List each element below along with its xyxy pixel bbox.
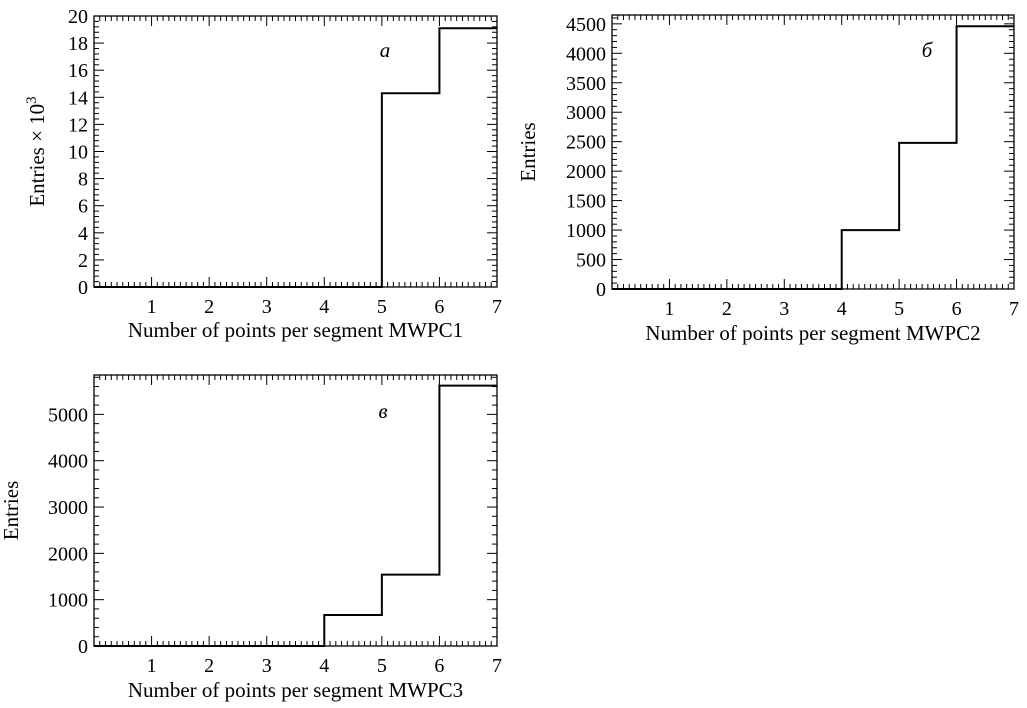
plot-frame bbox=[93, 374, 498, 647]
x-tick-label: 5 bbox=[377, 655, 387, 677]
x-axis-title: Number of points per segment MWPC2 bbox=[645, 321, 980, 345]
x-tick-label: 2 bbox=[204, 296, 214, 318]
x-axis-title: Number of points per segment MWPC3 bbox=[128, 678, 463, 702]
y-tick-label: 0 bbox=[78, 636, 88, 658]
y-tick-label: 3500 bbox=[566, 73, 606, 95]
x-tick-label: 1 bbox=[147, 655, 157, 677]
y-tick-label: 0 bbox=[78, 277, 88, 299]
y-axis-title: Entries × 103 bbox=[24, 96, 49, 206]
y-tick-label: 3000 bbox=[566, 102, 606, 124]
x-tick-label: 3 bbox=[779, 298, 789, 320]
panel-3: 1 2 3 4 5 6 7 0 1000 2000 3000 4000 5000 Number of po… bbox=[0, 374, 502, 702]
x-tick-label: 7 bbox=[1009, 298, 1019, 320]
y-axis-title-exponent: 3 bbox=[24, 96, 40, 104]
histogram-line bbox=[612, 25, 1014, 290]
y-tick-label: 1000 bbox=[566, 220, 606, 242]
y-tick-label: 2 bbox=[78, 250, 88, 272]
y-tick-label: 18 bbox=[68, 33, 88, 55]
histogram-bin bbox=[842, 230, 899, 289]
y-tick-label: 2000 bbox=[566, 161, 606, 183]
histogram-line bbox=[94, 384, 497, 647]
y-tick-label: 8 bbox=[78, 169, 88, 191]
y-tick-label: 4000 bbox=[566, 43, 606, 65]
x-tick-label: 4 bbox=[837, 298, 847, 320]
y-tick-label: 10 bbox=[68, 142, 88, 164]
x-tick-label: 4 bbox=[319, 655, 329, 677]
x-tick-label: 3 bbox=[262, 655, 272, 677]
histogram-bin bbox=[957, 26, 1014, 289]
y-tick-label: 500 bbox=[576, 250, 606, 272]
plot-frame bbox=[93, 15, 498, 288]
x-tick-label: 4 bbox=[319, 296, 329, 318]
x-tick-label: 7 bbox=[492, 655, 502, 677]
panel-label: б bbox=[922, 38, 934, 62]
panel-2: 1 2 3 4 5 6 7 0 500 1000 1500 2000 2500 3000 3500 4000 4… bbox=[516, 14, 1019, 345]
panel-label: a bbox=[380, 38, 391, 62]
y-tick-label: 3000 bbox=[48, 497, 88, 519]
y-tick-label: 2000 bbox=[48, 543, 88, 565]
x-tick-label: 6 bbox=[952, 298, 962, 320]
y-tick-label: 5000 bbox=[48, 404, 88, 426]
histogram-bin bbox=[439, 386, 497, 646]
y-axis-title: Entries bbox=[516, 122, 540, 181]
y-tick-label: 0 bbox=[596, 279, 606, 301]
y-tick-label: 14 bbox=[68, 87, 88, 109]
x-tick-label: 5 bbox=[894, 298, 904, 320]
x-tick-label: 1 bbox=[664, 298, 674, 320]
x-tick-label: 1 bbox=[147, 296, 157, 318]
y-axis-title: Entries bbox=[0, 481, 23, 540]
y-tick-label: 4000 bbox=[48, 451, 88, 473]
x-axis-title: Number of points per segment MWPC1 bbox=[128, 318, 463, 342]
x-tick-label: 5 bbox=[377, 296, 387, 318]
y-tick-label: 12 bbox=[68, 114, 88, 136]
y-tick-label: 4 bbox=[78, 223, 88, 245]
x-tick-label: 7 bbox=[492, 296, 502, 318]
histogram-bin bbox=[899, 143, 956, 289]
y-tick-label: 4500 bbox=[566, 14, 606, 36]
y-tick-label: 1000 bbox=[48, 590, 88, 612]
y-tick-label: 2500 bbox=[566, 132, 606, 154]
x-tick-label: 3 bbox=[262, 296, 272, 318]
histogram-bin bbox=[382, 93, 440, 287]
x-tick-label: 2 bbox=[204, 655, 214, 677]
plot-frame bbox=[611, 14, 1015, 290]
x-tick-label: 6 bbox=[434, 655, 444, 677]
x-tick-label: 6 bbox=[434, 296, 444, 318]
y-tick-label: 16 bbox=[68, 60, 88, 82]
histogram-bin bbox=[382, 575, 440, 646]
y-tick-label: 1500 bbox=[566, 191, 606, 213]
histogram-line bbox=[94, 27, 497, 288]
x-tick-label: 2 bbox=[722, 298, 732, 320]
y-tick-label: 6 bbox=[78, 196, 88, 218]
histogram-bin bbox=[439, 28, 497, 287]
y-tick-label: 20 bbox=[68, 6, 88, 28]
panel-label: в bbox=[378, 399, 387, 423]
